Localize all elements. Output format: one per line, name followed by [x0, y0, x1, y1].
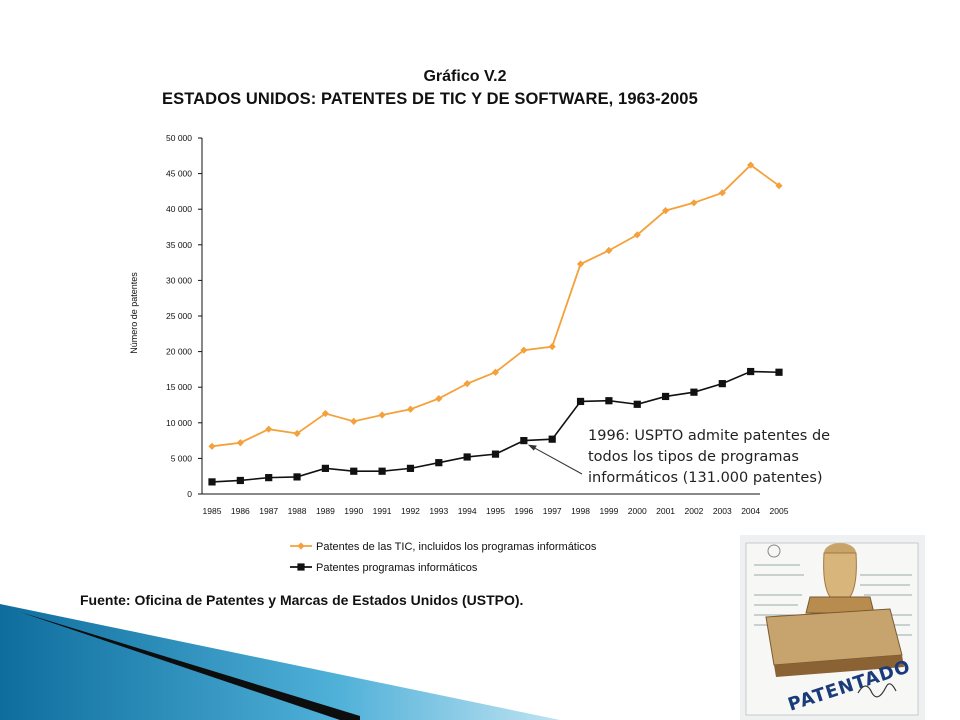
data-point	[548, 435, 556, 443]
x-tick-label: 1990	[344, 506, 363, 516]
legend-marker	[297, 563, 305, 571]
annotation-arrow	[533, 447, 583, 475]
y-tick-label: 25 000	[166, 311, 192, 321]
data-point	[463, 453, 471, 461]
x-tick-label: 1997	[543, 506, 562, 516]
legend-label: Patentes programas informáticos	[316, 562, 478, 574]
annotation-1996: 1996: USPTO admite patentes de todos los…	[586, 426, 860, 489]
x-tick-label: 1991	[373, 506, 392, 516]
legend-label: Patentes de las TIC, incluidos los progr…	[316, 541, 597, 553]
data-point	[690, 199, 698, 207]
dark-wedge	[20, 612, 360, 720]
x-tick-label: 2004	[741, 506, 760, 516]
x-tick-label: 1987	[259, 506, 278, 516]
data-point	[718, 380, 726, 388]
y-tick-label: 0	[187, 489, 192, 499]
data-point	[208, 478, 216, 486]
data-point	[406, 464, 415, 472]
y-tick-label: 15 000	[166, 382, 192, 392]
data-point	[662, 392, 670, 401]
data-point	[520, 437, 528, 445]
x-tick-label: 2002	[684, 506, 703, 516]
data-point	[605, 246, 613, 255]
data-point	[321, 409, 329, 418]
data-point	[775, 182, 783, 190]
x-tick-label: 1996	[514, 506, 533, 516]
y-axis-label: Número de patentes	[129, 272, 139, 354]
data-point	[605, 397, 613, 405]
data-point	[378, 467, 386, 475]
data-point	[236, 476, 244, 485]
data-point	[491, 368, 500, 376]
x-tick-label: 1993	[429, 506, 448, 516]
x-tick-label: 1995	[486, 506, 505, 516]
legend-marker	[297, 542, 305, 550]
x-tick-label: 1994	[458, 506, 477, 516]
data-point	[293, 429, 301, 438]
x-tick-label: 1999	[599, 506, 618, 516]
data-point	[633, 231, 641, 239]
y-tick-label: 20 000	[166, 347, 192, 357]
data-point	[208, 442, 216, 450]
chart-title: Gráfico V.2	[423, 68, 507, 85]
data-point	[747, 161, 755, 169]
data-point	[576, 260, 585, 268]
x-tick-label: 1988	[288, 506, 307, 516]
data-point	[491, 450, 500, 458]
x-tick-label: 1989	[316, 506, 335, 516]
chart-series	[208, 161, 783, 486]
x-tick-label: 1985	[203, 506, 222, 516]
data-point	[321, 464, 329, 472]
data-point	[378, 411, 386, 419]
x-tick-label: 1992	[401, 506, 420, 516]
data-point	[265, 425, 273, 433]
chart-legend: Patentes de las TIC, incluidos los progr…	[290, 541, 597, 574]
source-note: Fuente: Oficina de Patentes y Marcas de …	[80, 592, 524, 608]
x-tick-label: 2003	[713, 506, 732, 516]
data-point	[520, 346, 528, 354]
series-line	[211, 163, 780, 448]
blue-wedge	[0, 604, 560, 720]
y-tick-label: 50 000	[166, 133, 192, 143]
data-point	[236, 439, 244, 447]
data-point	[548, 343, 556, 351]
y-tick-label: 10 000	[166, 418, 192, 428]
y-tick-label: 35 000	[166, 240, 192, 250]
chart-axes: 0 5 000 10 000 15 000 20 000 25 000 30 000 35 0…	[129, 133, 789, 516]
data-point	[576, 397, 585, 406]
series-software-patents	[208, 367, 783, 486]
y-tick-label: 45 000	[166, 169, 192, 179]
x-tick-label: 1986	[231, 506, 250, 516]
data-point	[662, 207, 670, 215]
y-tick-label: 5 000	[171, 453, 193, 463]
y-tick-label: 40 000	[166, 204, 192, 214]
data-point	[775, 368, 783, 376]
data-point	[747, 367, 755, 376]
data-point	[690, 388, 698, 396]
data-point	[293, 473, 301, 481]
series-tic-patents	[208, 161, 783, 450]
x-tick-label: 1998	[571, 506, 590, 516]
x-tick-label: 2005	[770, 506, 789, 516]
data-point	[350, 417, 358, 425]
data-point	[435, 394, 443, 403]
data-point	[633, 400, 641, 408]
chart-subtitle: ESTADOS UNIDOS: PATENTES DE TIC Y DE SOF…	[162, 90, 698, 108]
data-point	[435, 459, 443, 467]
x-tick-label: 2000	[628, 506, 647, 516]
y-tick-label: 30 000	[166, 275, 192, 285]
x-tick-label: 2001	[656, 506, 675, 516]
data-point	[406, 405, 415, 413]
annotation-arrowhead	[527, 444, 537, 451]
data-point	[718, 189, 726, 197]
data-point	[463, 380, 471, 388]
data-point	[265, 474, 273, 482]
data-point	[350, 467, 358, 475]
patent-stamp-illustration: PATENTADO	[740, 535, 925, 720]
